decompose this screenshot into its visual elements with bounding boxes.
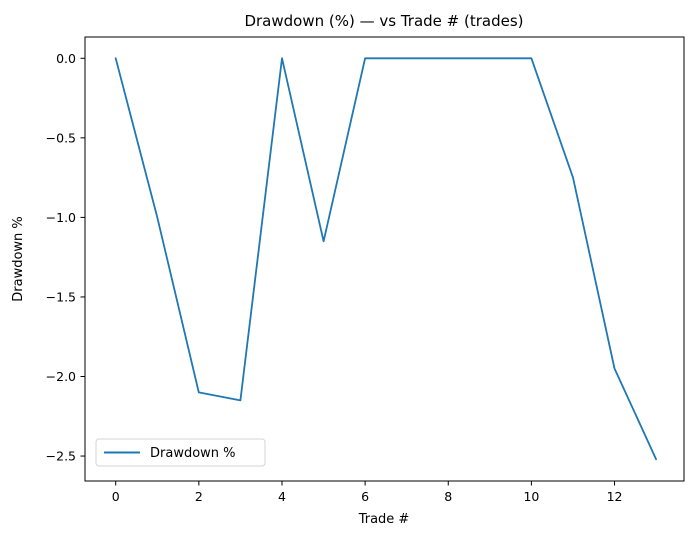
y-tick-label: 0.0	[56, 51, 76, 66]
y-axis-label: Drawdown %	[11, 216, 26, 302]
chart-title: Drawdown (%) — vs Trade # (trades)	[244, 12, 523, 30]
x-tick-label: 12	[607, 489, 623, 504]
y-tick-label: −1.0	[46, 210, 76, 225]
x-tick-label: 2	[195, 489, 203, 504]
drawdown-line	[114, 57, 657, 461]
x-axis-label: Trade #	[358, 512, 410, 527]
x-tick-label: 6	[361, 489, 369, 504]
y-tick-label: −1.5	[46, 289, 76, 304]
data-series	[114, 57, 657, 461]
legend: Drawdown %	[95, 438, 266, 467]
y-tick-label: −2.5	[46, 449, 76, 464]
axes-box	[84, 36, 685, 482]
legend-box	[95, 438, 266, 467]
x-tick-label: 0	[112, 489, 120, 504]
x-tick-label: 10	[523, 489, 539, 504]
y-tick-label: −2.0	[46, 369, 76, 384]
legend-entry-label: Drawdown %	[150, 446, 236, 461]
axis-ticks: 0 2 4 6 8 10 12 0.0 −0.5 −1.0 −1.5 −2.0 −2.5	[46, 51, 623, 504]
y-tick-label: −0.5	[46, 130, 76, 145]
x-tick-label: 4	[278, 489, 286, 504]
x-tick-label: 8	[444, 489, 452, 504]
